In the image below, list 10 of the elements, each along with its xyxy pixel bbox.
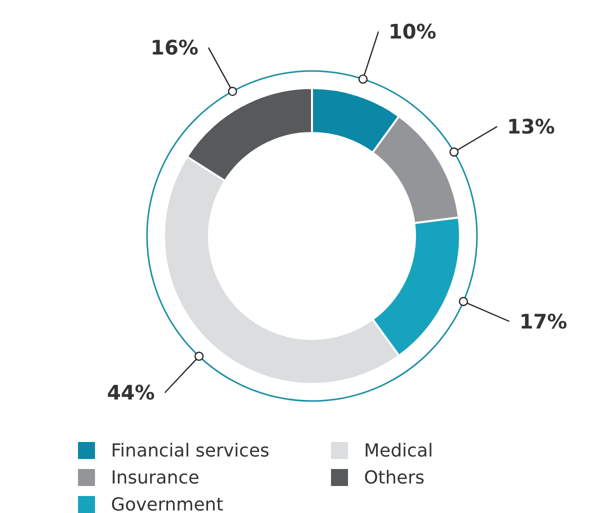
data-label: 13% — [507, 114, 555, 139]
legend-label: Medical — [364, 440, 433, 462]
data-label: 44% — [106, 380, 155, 405]
data-label: 17% — [519, 309, 568, 334]
data-label: 16% — [150, 36, 198, 60]
legend-label: Insurance — [111, 467, 200, 488]
data-label: 10% — [388, 20, 436, 44]
legend-label: Financial services — [111, 440, 270, 462]
legend-label: Government — [111, 494, 224, 513]
legend-label: Others — [364, 467, 424, 488]
